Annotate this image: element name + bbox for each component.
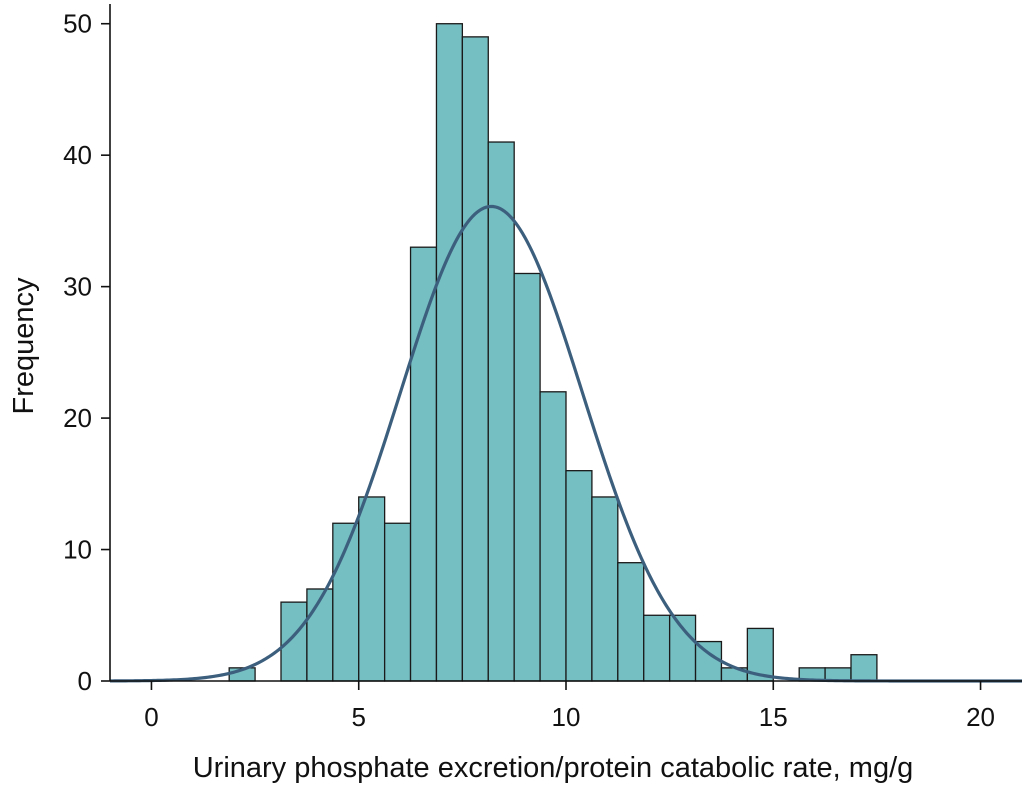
histogram-bar: [668, 614, 697, 682]
histogram-bar: [565, 470, 593, 682]
histogram-bar: [383, 522, 412, 682]
x-tick-label: 5: [351, 702, 365, 732]
histogram-bar: [850, 654, 878, 682]
histogram-bars: [228, 23, 878, 682]
y-tick-label: 30: [63, 272, 92, 302]
y-tick-label: 40: [63, 140, 92, 170]
histogram-bar: [409, 246, 438, 682]
histogram-bar: [617, 562, 645, 682]
y-axis-label: Frequency: [8, 277, 40, 415]
x-tick-label: 10: [552, 702, 581, 732]
y-tick-label: 20: [63, 403, 92, 433]
histogram-bar: [306, 588, 334, 682]
histogram-bar: [643, 614, 671, 682]
histogram-bar: [435, 23, 464, 682]
histogram-bar: [487, 141, 515, 682]
x-axis-label: Urinary phosphate excretion/protein cata…: [193, 752, 914, 784]
x-tick-label: 15: [759, 702, 788, 732]
y-tick-label: 10: [63, 535, 92, 565]
histogram-bar: [539, 391, 567, 682]
x-tick-label: 0: [144, 702, 158, 732]
x-tick-label: 20: [966, 702, 995, 732]
histogram-bar: [280, 601, 308, 682]
y-axis-ticks: 0 10 20 30 40 50: [63, 9, 110, 696]
histogram-bar: [461, 36, 489, 682]
histogram-bar: [358, 496, 386, 682]
x-axis-ticks: 0 5 10 15 20: [144, 681, 995, 732]
y-tick-label: 50: [63, 9, 92, 39]
y-tick-label: 0: [78, 666, 92, 696]
histogram-bar: [591, 496, 619, 682]
histogram-bar: [513, 272, 541, 682]
